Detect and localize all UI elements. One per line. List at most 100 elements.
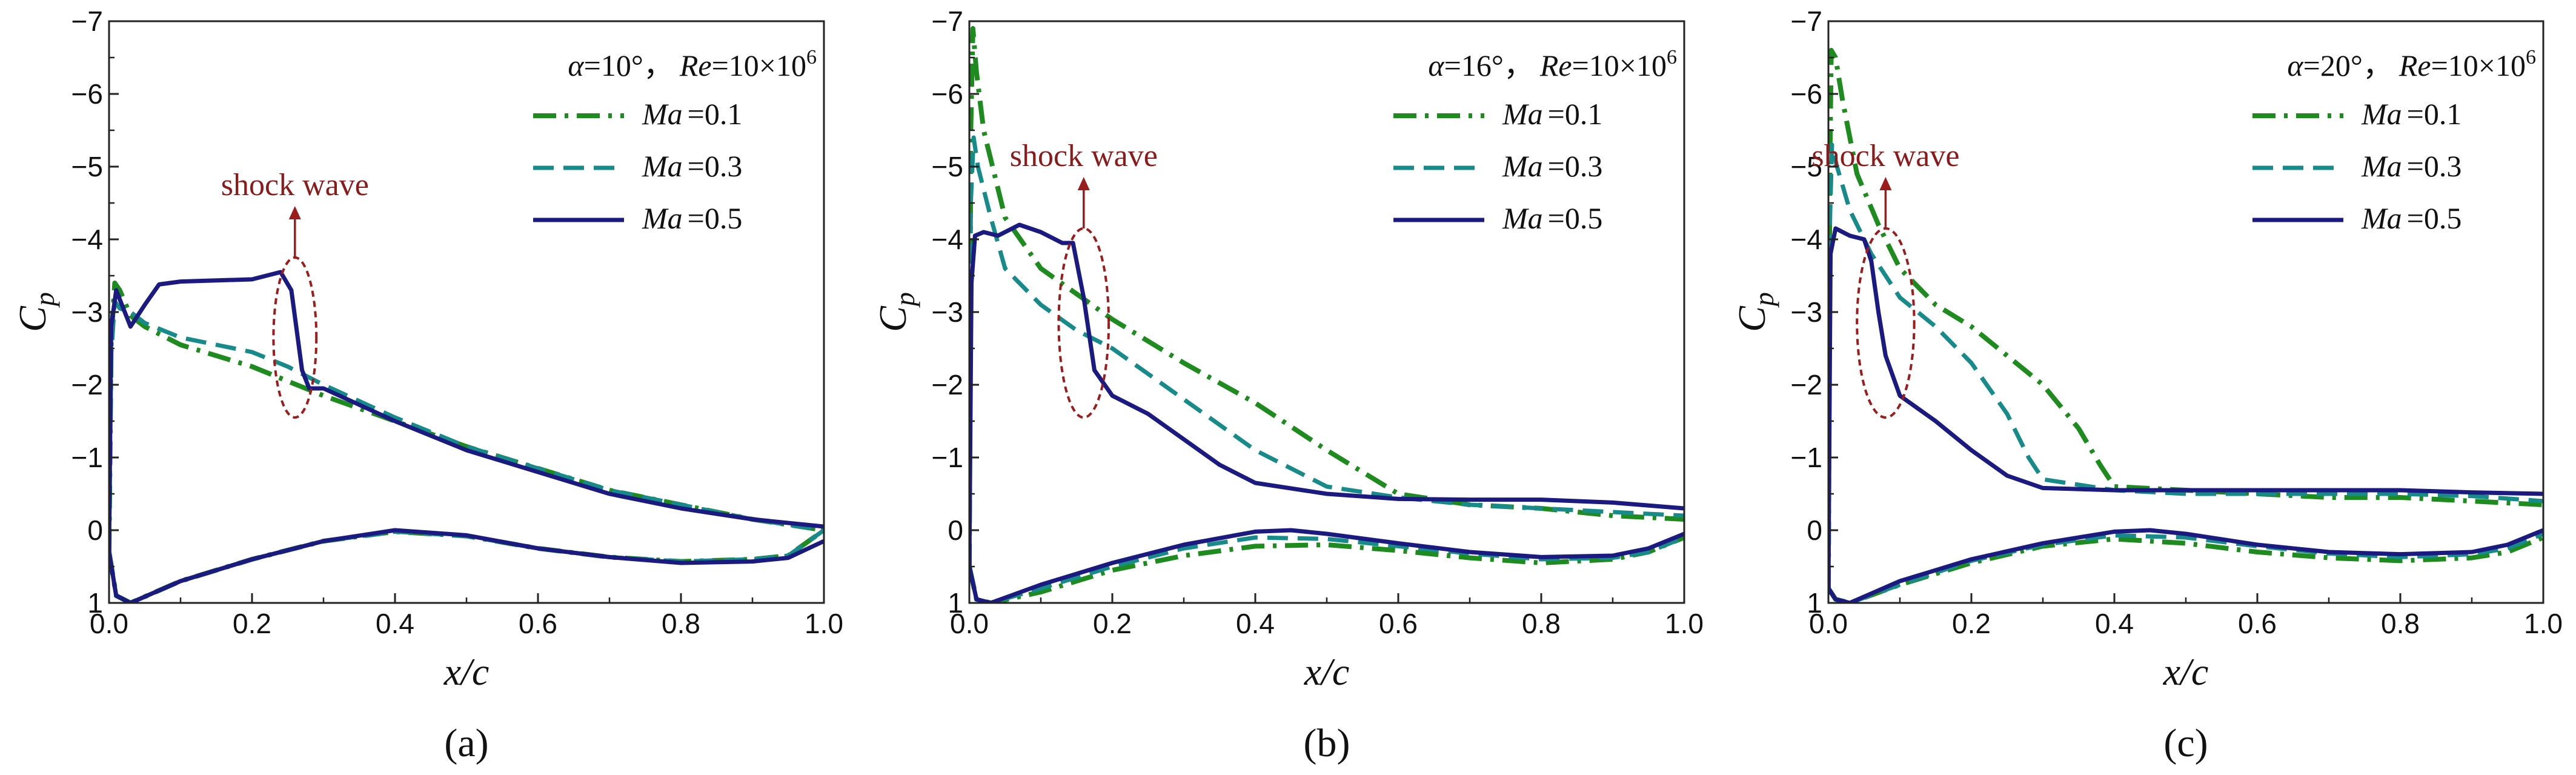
series-line-ma05-lower xyxy=(969,528,1684,603)
x-axis-label: x/c xyxy=(443,650,490,693)
y-tick-label: −4 xyxy=(1791,224,1822,255)
title-alpha-value: =16°， xyxy=(1444,48,1534,82)
legend-value: =0.1 xyxy=(688,97,743,131)
x-tick-label: 0.0 xyxy=(90,608,128,639)
y-axis-label-main: C xyxy=(1730,305,1773,332)
legend-entry-ma03: Ma =0.3 xyxy=(1502,149,1602,183)
y-axis-label-subscript: p xyxy=(889,292,920,308)
plot-area xyxy=(969,26,1684,603)
shock-wave-arrow-head xyxy=(1879,177,1892,190)
title-re-value: =10×10 xyxy=(1572,48,1667,82)
shock-wave-ellipse xyxy=(1856,227,1916,419)
y-tick-label: −3 xyxy=(932,296,963,328)
y-tick-label: −6 xyxy=(71,78,103,110)
y-tick-label: −4 xyxy=(932,224,963,255)
title-re: Re xyxy=(2398,48,2431,82)
x-axis-label: x/c xyxy=(1304,650,1350,693)
y-tick-label: −7 xyxy=(1791,5,1822,37)
plot-area xyxy=(109,270,824,603)
title-alpha-value: =20°， xyxy=(2303,48,2393,82)
title-re-exponent: 6 xyxy=(2526,46,2536,68)
plot-area xyxy=(1828,48,2543,603)
x-tick-label: 0.2 xyxy=(1952,608,1991,639)
chart-title: α=20°， Re=10×106 xyxy=(2287,46,2536,82)
legend-label: Ma xyxy=(1502,201,1543,235)
legend-entry-ma05: Ma =0.5 xyxy=(1502,201,1602,235)
series-line-ma03-upper xyxy=(109,299,824,553)
legend-entry-ma05: Ma =0.5 xyxy=(642,201,742,235)
y-axis-label: Cp xyxy=(1730,292,1779,332)
y-tick-label: −2 xyxy=(71,369,103,401)
chart-panel-3: −7 −6 −5 −4 −3 −2 −1 0 10.0 0.2 0.4 0.6 0.8 1.0 x/c Cp α… xyxy=(1730,5,2563,765)
x-tick-label: 1.0 xyxy=(1665,608,1704,639)
x-tick-label: 0.8 xyxy=(662,608,700,639)
title-re: Re xyxy=(1539,48,1572,82)
legend-label: Ma xyxy=(2361,97,2402,131)
series-line-ma05-upper xyxy=(109,270,824,553)
x-tick-label: 1.0 xyxy=(805,608,843,639)
series-line-ma03-lower xyxy=(969,535,1684,603)
panel-label: (b) xyxy=(1304,721,1350,765)
x-tick-label: 0.4 xyxy=(1236,608,1275,639)
shock-wave-label: shock wave xyxy=(1010,139,1158,173)
y-tick-label: 0 xyxy=(948,514,963,546)
series-line-ma01-upper xyxy=(1828,48,2543,589)
series-line-ma01-lower xyxy=(1828,535,2543,603)
legend-value: =0.5 xyxy=(2407,201,2462,235)
legend-value: =0.5 xyxy=(688,201,743,235)
shock-wave-label: shock wave xyxy=(221,168,369,202)
y-tick-label: −7 xyxy=(932,5,963,37)
legend-entry-ma01: Ma =0.1 xyxy=(642,97,742,131)
y-tick-label: −2 xyxy=(932,369,963,401)
x-tick-label: 0.2 xyxy=(233,608,271,639)
y-tick-label: −5 xyxy=(71,151,103,182)
x-tick-label: 0.8 xyxy=(1522,608,1561,639)
series-line-ma01-lower xyxy=(109,528,824,603)
series-line-ma03-upper xyxy=(969,135,1684,567)
series-line-ma03-lower xyxy=(109,528,824,603)
series-line-ma01-upper xyxy=(109,281,824,553)
legend-entry-ma03: Ma =0.3 xyxy=(2361,149,2461,183)
legend-value: =0.3 xyxy=(1548,149,1603,183)
x-tick-label: 0.6 xyxy=(1379,608,1418,639)
y-tick-label: 1 xyxy=(1807,587,1822,619)
series-line-ma05-upper xyxy=(969,222,1684,567)
legend-entry-ma03: Ma =0.3 xyxy=(642,149,742,183)
x-tick-label: 0.6 xyxy=(2238,608,2277,639)
title-re-exponent: 6 xyxy=(806,46,817,68)
legend-label: Ma xyxy=(642,97,683,131)
y-tick-label: −5 xyxy=(932,151,963,182)
legend-value: =0.3 xyxy=(2407,149,2462,183)
x-tick-label: 0.0 xyxy=(950,608,989,639)
y-tick-label: 0 xyxy=(1807,514,1822,546)
y-tick-label: −1 xyxy=(1791,442,1822,473)
x-tick-label: 0.8 xyxy=(2381,608,2420,639)
x-axis-label: x/c xyxy=(2163,650,2209,693)
legend-label: Ma xyxy=(642,201,683,235)
y-tick-label: 0 xyxy=(87,514,103,546)
x-tick-label: 0.4 xyxy=(376,608,414,639)
chart-panel-2: −7 −6 −5 −4 −3 −2 −1 0 10.0 0.2 0.4 0.6 0.8 1.0 x/c Cp α… xyxy=(871,5,1704,765)
legend-label: Ma xyxy=(2361,201,2402,235)
x-tick-label: 0.0 xyxy=(1809,608,1848,639)
y-tick-label: −2 xyxy=(1791,369,1822,401)
shock-wave-ellipse xyxy=(272,256,318,419)
y-axis-label-main: C xyxy=(11,305,54,332)
panel-label: (c) xyxy=(2163,721,2208,765)
legend-label: Ma xyxy=(1502,149,1543,183)
y-tick-label: −6 xyxy=(932,78,963,110)
legend-entry-ma01: Ma =0.1 xyxy=(2361,97,2461,131)
y-tick-label: −4 xyxy=(71,224,103,255)
y-tick-label: −1 xyxy=(932,442,963,473)
y-tick-label: 1 xyxy=(87,587,103,619)
x-tick-label: 0.2 xyxy=(1093,608,1132,639)
title-alpha: α xyxy=(568,48,585,82)
shock-wave-arrow-head xyxy=(1077,177,1090,190)
y-axis-label: Cp xyxy=(11,292,60,332)
y-axis-label-subscript: p xyxy=(1748,292,1779,308)
x-tick-label: 0.4 xyxy=(2095,608,2134,639)
shock-wave-arrow-head xyxy=(288,206,301,219)
legend-value: =0.1 xyxy=(2407,97,2462,131)
title-alpha: α xyxy=(2287,48,2304,82)
series-line-ma05-upper xyxy=(1828,226,2543,589)
